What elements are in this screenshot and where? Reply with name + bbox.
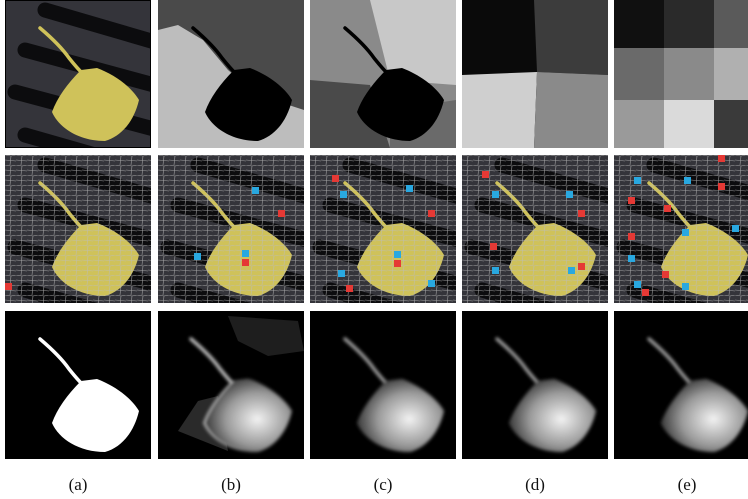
column-label: (d) bbox=[525, 475, 545, 494]
saliency-e bbox=[614, 311, 748, 459]
superpixels-a bbox=[5, 155, 166, 310]
superpixels-b bbox=[158, 155, 318, 310]
segmentation-d bbox=[462, 0, 608, 148]
superpixel-row bbox=[5, 155, 748, 310]
segmentation-c bbox=[310, 0, 456, 148]
ground-truth bbox=[5, 311, 151, 459]
column-label: (c) bbox=[374, 475, 393, 494]
figure: (a) (b) (c) (d) (e) bbox=[0, 0, 748, 499]
column-label: (a) bbox=[69, 475, 88, 494]
superpixels-c bbox=[310, 155, 470, 310]
superpixels-e bbox=[614, 155, 748, 310]
segmentation-e bbox=[614, 0, 748, 148]
saliency-c bbox=[310, 311, 456, 459]
column-label: (b) bbox=[221, 475, 241, 494]
superpixels-d bbox=[462, 155, 622, 310]
input-image bbox=[5, 0, 165, 155]
saliency-b bbox=[158, 311, 304, 459]
column-label: (e) bbox=[678, 475, 697, 494]
saliency-d bbox=[462, 311, 608, 459]
segmentation-b bbox=[158, 0, 304, 148]
